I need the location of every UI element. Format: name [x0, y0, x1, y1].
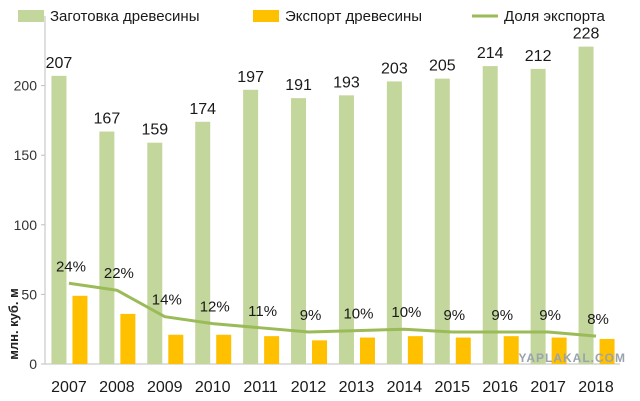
data-label-share: 11%	[248, 303, 277, 320]
bar-harvest	[51, 75, 67, 364]
data-label-harvest: 203	[381, 60, 408, 77]
bar-harvest	[530, 68, 546, 365]
x-tick-label: 2016	[482, 379, 518, 396]
watermark: YAPLAKAL.COM	[518, 351, 626, 365]
data-label-share: 22%	[104, 265, 134, 282]
bar-export	[312, 340, 328, 364]
data-label-share: 8%	[587, 311, 609, 328]
x-tick-label: 2007	[51, 379, 87, 396]
bar-harvest	[291, 98, 307, 365]
bar-export	[216, 334, 232, 364]
data-label-harvest: 191	[285, 77, 312, 94]
x-tick-label: 2017	[530, 379, 566, 396]
x-tick-label: 2009	[147, 379, 183, 396]
line-export-share	[68, 281, 597, 338]
data-label-harvest: 197	[237, 69, 264, 86]
bar-export	[551, 337, 567, 364]
data-label-share: 9%	[491, 307, 513, 324]
y-axis-title: млн. куб. м	[6, 288, 21, 360]
bar-export	[359, 337, 375, 364]
bar-harvest	[243, 89, 259, 364]
legend-label-harvest: Заготовка древесины	[50, 8, 200, 25]
data-label-harvest: 205	[429, 58, 456, 75]
data-label-share: 9%	[300, 307, 322, 324]
data-label-harvest: 228	[573, 26, 600, 43]
y-tick-label: 150	[14, 147, 38, 163]
x-tick-label: 2013	[339, 379, 375, 396]
bar-export	[264, 336, 280, 364]
bar-harvest	[386, 81, 402, 364]
data-label-share: 9%	[443, 307, 465, 324]
legend-label-export: Экспорт древесины	[285, 8, 422, 25]
data-label-harvest: 167	[94, 111, 121, 128]
legend-swatch-harvest	[18, 10, 44, 22]
y-tick-label: 50	[21, 286, 37, 302]
y-tick-label: 0	[29, 356, 37, 372]
x-tick-label: 2015	[434, 379, 470, 396]
bar-harvest	[434, 78, 450, 364]
data-label-share: 10%	[343, 306, 373, 323]
bar-export	[455, 337, 471, 364]
bar-harvest	[482, 66, 498, 364]
data-label-harvest: 214	[477, 45, 504, 62]
bar-export	[407, 336, 423, 364]
x-tick-label: 2008	[99, 379, 135, 396]
bar-export	[168, 334, 184, 364]
x-tick-label: 2014	[387, 379, 423, 396]
bar-harvest	[578, 46, 594, 365]
y-tick-label: 200	[14, 78, 38, 94]
bar-harvest	[338, 95, 354, 365]
x-tick-label: 2010	[195, 379, 231, 396]
data-label-harvest: 159	[141, 122, 168, 139]
data-label-harvest: 207	[46, 55, 73, 72]
x-tick-label: 2012	[291, 379, 327, 396]
bar-export	[599, 338, 615, 364]
x-tick-label: 2011	[243, 379, 278, 396]
data-label-share: 14%	[152, 292, 182, 309]
data-label-harvest: 193	[333, 74, 360, 91]
data-label-share: 10%	[391, 304, 421, 321]
bar-export	[120, 313, 136, 364]
bar-export	[503, 336, 519, 364]
data-label-harvest: 174	[189, 101, 216, 118]
x-tick-label: 2018	[578, 379, 614, 396]
bar-harvest	[195, 121, 211, 365]
data-label-share: 9%	[539, 307, 561, 324]
y-tick-label: 100	[14, 217, 38, 233]
data-label-share: 24%	[56, 258, 86, 275]
legend-label-share: Доля экспорта	[504, 8, 605, 25]
legend-swatch-export	[253, 10, 279, 22]
bar-harvest	[99, 131, 115, 364]
bar-export	[72, 295, 88, 364]
data-label-share: 12%	[200, 299, 230, 316]
bar-harvest	[147, 142, 163, 364]
data-label-harvest: 212	[525, 48, 552, 65]
